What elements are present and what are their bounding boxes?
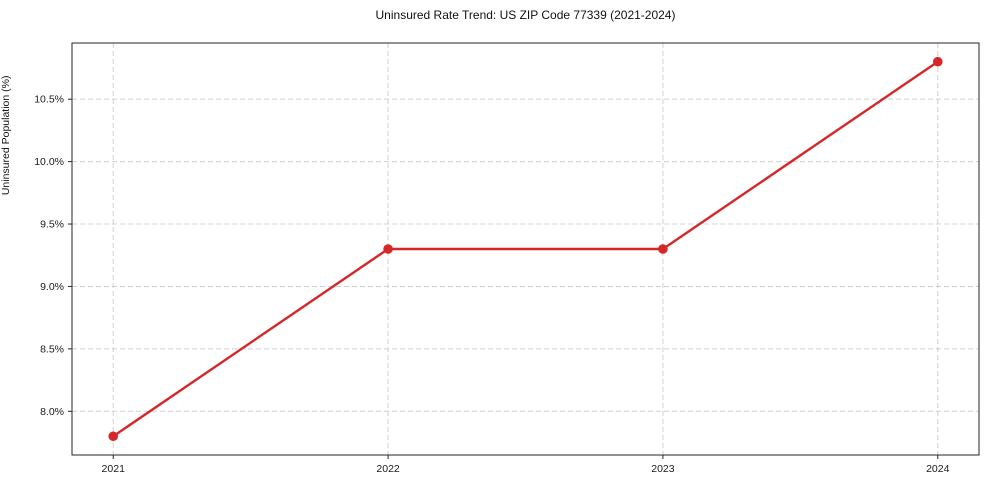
data-point-marker [383, 244, 393, 254]
grid-layer [72, 43, 979, 455]
y-tick-label: 9.5% [40, 219, 64, 231]
y-tick-label: 8.5% [40, 343, 64, 355]
y-tick-label: 10.0% [34, 156, 64, 168]
y-tick-label: 8.0% [40, 406, 64, 418]
plot-frame [71, 42, 980, 456]
x-tick-label: 2024 [926, 463, 950, 475]
axis-layer: 8.0% 8.5% 9.0% 9.5% 10.0% 10.5% 2021 2022 2023 20… [34, 42, 980, 475]
y-tick-label: 9.0% [40, 281, 64, 293]
data-point-marker [108, 431, 119, 442]
y-tick-label: 10.5% [34, 94, 64, 106]
x-tick-label: 2021 [102, 463, 126, 475]
chart-title: Uninsured Rate Trend: US ZIP Code 77339 … [375, 8, 676, 22]
trend-line-series [108, 56, 943, 442]
data-point-marker [932, 56, 943, 67]
trend-line [112, 60, 939, 438]
x-tick-label: 2023 [651, 463, 675, 475]
x-tick-label: 2022 [376, 463, 400, 475]
data-point-marker [658, 244, 668, 254]
